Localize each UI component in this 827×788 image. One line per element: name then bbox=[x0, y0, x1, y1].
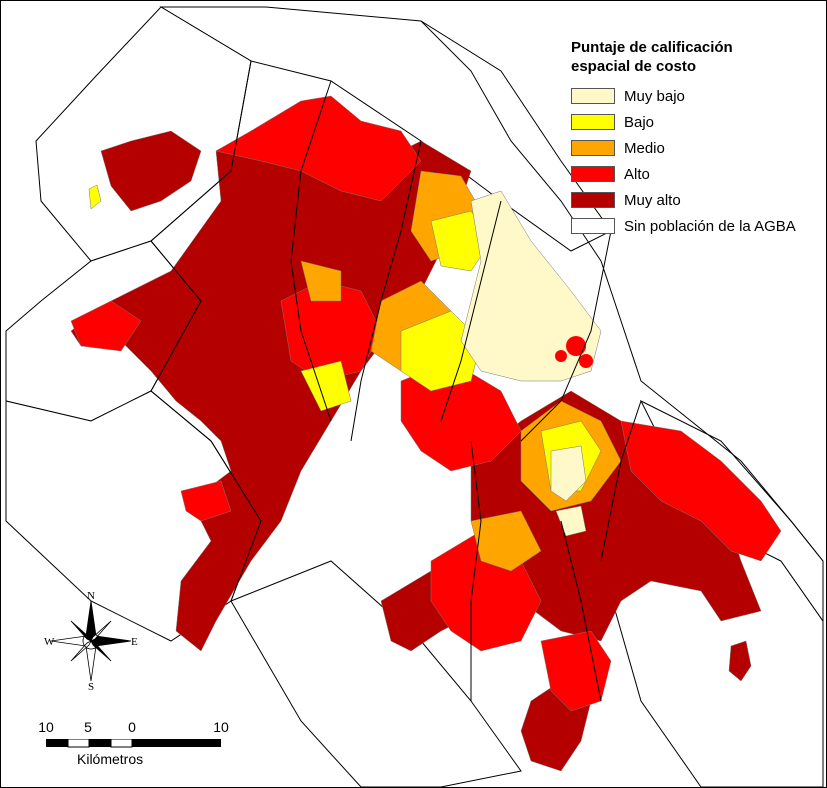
scale-tick-labels: 10 5 0 10 bbox=[37, 719, 237, 737]
compass-w: W bbox=[44, 636, 55, 648]
legend-items: Muy bajo Bajo Medio Alto Muy alto Sin poblaci… bbox=[571, 83, 821, 239]
legend-item: Muy alto bbox=[571, 187, 821, 213]
legend-swatch bbox=[571, 218, 615, 234]
legend-item: Bajo bbox=[571, 109, 821, 135]
port-tract-1 bbox=[566, 336, 586, 356]
legend-title-line1: Puntaje de calificación bbox=[571, 39, 733, 56]
port-tract-2 bbox=[579, 354, 593, 368]
class-alto-port bbox=[555, 336, 593, 368]
scale-bar: 10 5 0 10 Kilómetros bbox=[37, 719, 237, 767]
class-muy-bajo bbox=[460, 190, 602, 537]
boundary-line-5 bbox=[520, 230, 612, 442]
legend-swatch bbox=[571, 88, 615, 104]
legend: Puntaje de calificación espacial de cost… bbox=[571, 38, 821, 239]
boundary-line-6 bbox=[600, 400, 642, 562]
muy-alto-region-northwest bbox=[100, 130, 202, 212]
legend-item: Muy bajo bbox=[571, 83, 821, 109]
legend-item: Sin población de la AGBA bbox=[571, 213, 821, 239]
scale-bar-graphic bbox=[46, 739, 221, 748]
legend-swatch bbox=[571, 140, 615, 156]
bajo-region-center bbox=[400, 310, 482, 392]
internal-boundaries bbox=[150, 20, 824, 702]
legend-label: Muy alto bbox=[624, 191, 681, 209]
alto-region-southwest-lobe bbox=[180, 480, 232, 522]
class-alto bbox=[70, 95, 782, 712]
medio-region-southwest bbox=[470, 510, 542, 572]
compass-n: N bbox=[87, 591, 95, 602]
legend-item: Medio bbox=[571, 135, 821, 161]
legend-swatch bbox=[571, 114, 615, 130]
alto-region-westedge bbox=[70, 300, 142, 352]
scale-tick-10-left: 10 bbox=[38, 719, 54, 735]
scale-unit: Kilómetros bbox=[77, 751, 144, 767]
outer-partido-south bbox=[230, 560, 522, 787]
boundary-line-8 bbox=[560, 520, 602, 702]
alto-region-nw bbox=[215, 95, 422, 202]
legend-label: Sin población de la AGBA bbox=[624, 217, 796, 235]
legend-title-line2: espacial de costo bbox=[571, 58, 697, 75]
boundary-line-7 bbox=[470, 440, 482, 701]
bajo-region-west bbox=[300, 360, 352, 412]
bajo-region-northwest-islet bbox=[88, 184, 102, 210]
legend-label: Bajo bbox=[624, 113, 655, 131]
legend-title: Puntaje de calificación espacial de cost… bbox=[571, 38, 821, 76]
boundary-line-3 bbox=[350, 140, 422, 442]
boundary-line-1 bbox=[150, 60, 262, 602]
muy-bajo-region-south bbox=[550, 445, 587, 502]
compass-rose-icon: N S W E bbox=[44, 591, 138, 691]
compass-e: E bbox=[131, 636, 138, 648]
legend-label: Medio bbox=[624, 139, 665, 157]
boundary-line-2 bbox=[290, 80, 332, 422]
coastline bbox=[420, 20, 824, 562]
scale-tick-5: 5 bbox=[84, 719, 92, 735]
muy-bajo-region-caba bbox=[460, 190, 602, 382]
port-tract-3 bbox=[555, 350, 567, 362]
medio-region-west bbox=[300, 260, 342, 302]
outer-partido-north bbox=[159, 6, 612, 252]
compass-s: S bbox=[88, 681, 94, 691]
legend-label: Muy bajo bbox=[624, 87, 685, 105]
legend-swatch bbox=[571, 192, 615, 208]
muy-alto-region-seislet bbox=[728, 640, 752, 682]
legend-item: Alto bbox=[571, 161, 821, 187]
scale-tick-0: 0 bbox=[128, 719, 136, 735]
boundary-line-4 bbox=[440, 200, 502, 422]
legend-swatch bbox=[571, 166, 615, 182]
scale-tick-10-right: 10 bbox=[213, 719, 229, 735]
alto-region-southeast bbox=[620, 420, 782, 562]
legend-label: Alto bbox=[624, 165, 650, 183]
